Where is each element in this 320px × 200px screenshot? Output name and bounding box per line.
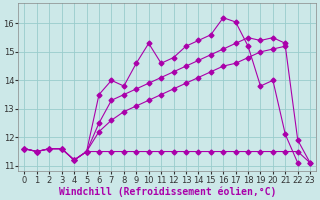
X-axis label: Windchill (Refroidissement éolien,°C): Windchill (Refroidissement éolien,°C) — [59, 186, 276, 197]
